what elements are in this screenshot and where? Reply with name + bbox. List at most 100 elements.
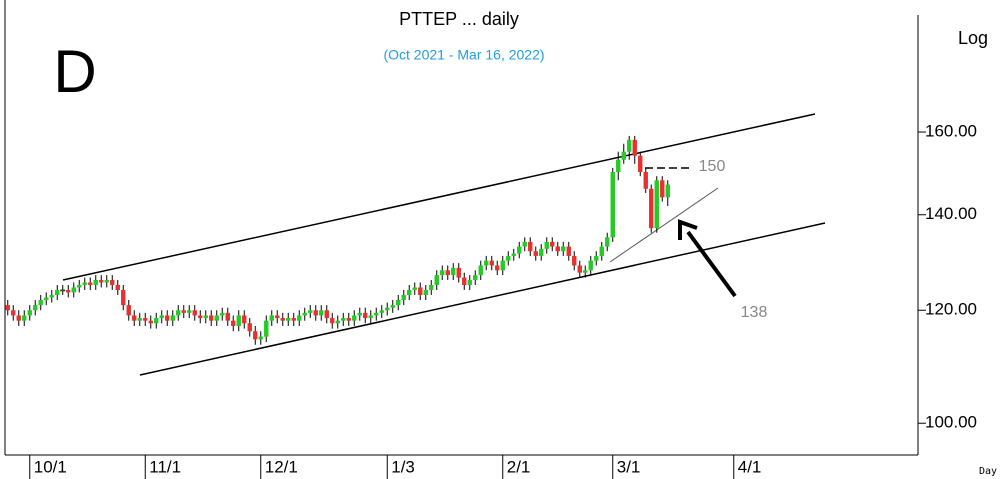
x-tick-label: 1/3 <box>391 457 415 476</box>
candle-body <box>264 320 269 337</box>
candle-body <box>500 260 505 271</box>
candle-body <box>5 305 10 311</box>
candle-body <box>539 248 544 256</box>
candle-body <box>297 315 302 321</box>
candle-body <box>258 336 263 340</box>
candle-body <box>187 310 192 313</box>
candle-body <box>115 284 120 290</box>
candle-body <box>429 284 434 290</box>
candle-body <box>550 241 555 247</box>
candle-body <box>489 260 494 266</box>
candle-body <box>82 282 87 285</box>
candle-body <box>434 275 439 285</box>
x-tick-label: 3/1 <box>617 457 641 476</box>
candle-body <box>495 265 500 271</box>
candle-body <box>638 155 643 173</box>
candle-body <box>247 323 252 332</box>
candle-body <box>66 289 71 293</box>
candle-body <box>137 318 142 321</box>
candle-body <box>313 310 318 316</box>
candle-body <box>533 251 538 256</box>
candle-body <box>220 312 225 316</box>
candle-body <box>335 320 340 324</box>
candle-body <box>203 315 208 319</box>
candle-body <box>121 289 126 306</box>
x-tick-label: 11/1 <box>149 457 181 476</box>
candle-body <box>308 310 313 313</box>
candle-body <box>231 320 236 326</box>
candle-body <box>665 184 670 198</box>
arrow-head <box>678 219 698 240</box>
candle-body <box>401 294 406 301</box>
candle-body <box>418 287 423 295</box>
candle-body <box>60 289 66 292</box>
candle-body <box>566 246 571 256</box>
x-tick-label: 10/1 <box>34 457 67 476</box>
candle-body <box>341 318 346 321</box>
candle-body <box>77 284 82 288</box>
candle-body <box>385 307 390 311</box>
candle-body <box>319 310 324 316</box>
candle-body <box>159 315 164 319</box>
x-axis-label: Day <box>979 466 997 477</box>
candle-body <box>11 310 16 316</box>
candle-body <box>71 287 76 293</box>
candle-body <box>104 280 109 283</box>
candle-body <box>154 318 159 324</box>
candle-body <box>170 315 175 321</box>
candle-body <box>110 280 115 285</box>
candle-body <box>236 315 241 326</box>
candle-body <box>214 315 219 321</box>
arrow-shaft <box>686 230 737 298</box>
candle-body <box>506 255 511 261</box>
candle-body <box>269 315 274 321</box>
candle-body <box>181 310 186 313</box>
candle-body <box>253 331 258 340</box>
candle-body <box>517 246 522 254</box>
chart-subtitle: (Oct 2021 - Mar 16, 2022) <box>383 47 544 63</box>
candle-body <box>445 270 450 276</box>
candle-body <box>643 172 648 189</box>
candle-body <box>275 315 280 319</box>
candle-body <box>572 255 577 266</box>
candle-body <box>649 188 654 229</box>
candle-body <box>49 294 54 298</box>
candle-body <box>126 305 131 316</box>
candle-body <box>302 312 307 316</box>
candle-body <box>198 315 203 319</box>
candle-body <box>583 270 588 273</box>
candle-body <box>577 265 582 273</box>
lower-channel <box>139 222 826 376</box>
candle-body <box>561 246 566 252</box>
y-tick-label: 160.00 <box>925 122 977 141</box>
candle-body <box>286 318 291 321</box>
candle-body <box>99 280 104 283</box>
candle-body <box>599 246 604 256</box>
candle-body <box>242 315 247 324</box>
candle-body <box>27 310 32 316</box>
candle-body <box>148 320 153 324</box>
candle-body <box>368 315 373 319</box>
candle-body <box>484 260 489 266</box>
candle-body <box>143 318 148 321</box>
support-line <box>609 187 719 263</box>
candle-body <box>357 312 362 316</box>
candle-body <box>412 287 417 290</box>
trend-lines <box>62 113 826 376</box>
candle-body <box>594 255 599 261</box>
candle-body <box>390 305 395 308</box>
candle-body <box>544 241 549 249</box>
candle-body <box>478 265 483 276</box>
scale-label: Log <box>958 28 988 48</box>
candle-body <box>627 139 632 152</box>
candle-body <box>456 267 461 278</box>
candle-body <box>462 277 467 285</box>
candle-body <box>33 305 38 311</box>
candle-body <box>38 300 43 306</box>
candle-body <box>379 310 384 313</box>
upper-channel <box>62 113 816 281</box>
x-tick-label: 4/1 <box>738 457 762 476</box>
candle-body <box>93 280 98 285</box>
candle-body <box>209 315 214 321</box>
